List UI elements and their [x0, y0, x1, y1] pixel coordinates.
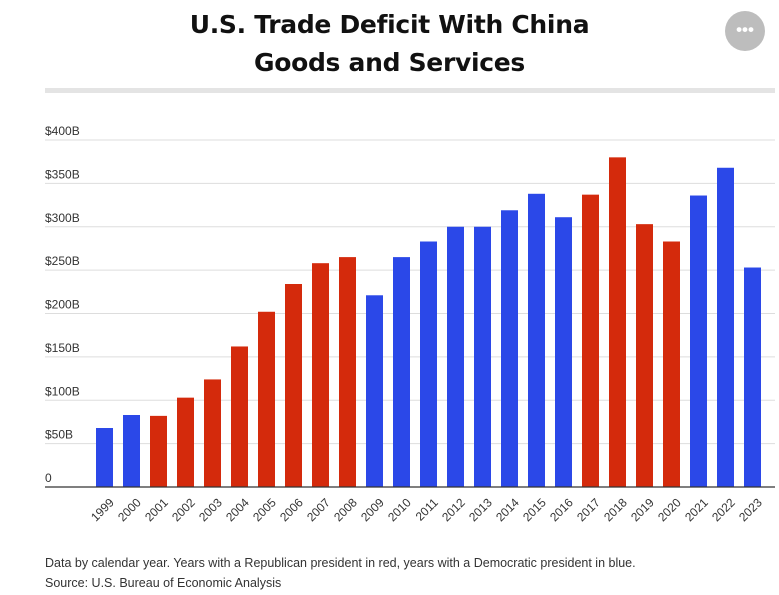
- header-divider: [45, 88, 775, 93]
- x-tick-label: 2022: [709, 495, 738, 524]
- x-tick-label: 2013: [466, 495, 495, 524]
- x-tick-label: 2007: [304, 495, 333, 524]
- y-tick-label: $250B: [45, 254, 80, 268]
- bar-2018: [609, 157, 626, 487]
- bar-2002: [177, 397, 194, 487]
- bar-2013: [474, 226, 491, 487]
- bar-2021: [690, 195, 707, 487]
- x-tick-label: 2008: [331, 495, 360, 524]
- source-text: Source: U.S. Bureau of Economic Analysis: [45, 576, 282, 590]
- x-tick-label: 1999: [88, 495, 117, 524]
- more-options-icon: •••: [736, 20, 754, 39]
- chart-title: U.S. Trade Deficit With China Goods and …: [0, 6, 779, 82]
- bar-2006: [285, 284, 302, 487]
- x-tick-label: 2020: [655, 495, 684, 524]
- y-tick-label: $150B: [45, 341, 80, 355]
- x-tick-label: 2002: [169, 495, 198, 524]
- bar-2008: [339, 257, 356, 487]
- x-tick-label: 2009: [358, 495, 387, 524]
- chart-title-line-1: U.S. Trade Deficit With China: [189, 10, 590, 39]
- chart-title-line-2: Goods and Services: [253, 48, 526, 77]
- x-tick-label: 2021: [682, 495, 711, 524]
- bar-2011: [420, 241, 437, 487]
- y-tick-label: $100B: [45, 384, 80, 398]
- x-tick-label: 2006: [277, 495, 306, 524]
- x-tick-label: 2004: [223, 495, 252, 524]
- bar-2001: [150, 415, 167, 487]
- bar-2014: [501, 210, 518, 487]
- y-tick-label: 0: [45, 471, 52, 485]
- x-axis-tick-labels: 1999200020012002200320042005200620072008…: [88, 495, 765, 524]
- y-tick-label: $350B: [45, 167, 80, 181]
- x-tick-label: 2000: [115, 495, 144, 524]
- y-tick-label: $50B: [45, 428, 73, 442]
- more-options-button[interactable]: •••: [725, 11, 765, 51]
- bars: [96, 157, 761, 488]
- x-tick-label: 2001: [142, 495, 171, 524]
- x-tick-label: 2019: [628, 495, 657, 524]
- bar-2019: [636, 224, 653, 487]
- bar-2017: [582, 194, 599, 487]
- bar-2022: [717, 167, 734, 487]
- x-tick-label: 2015: [520, 495, 549, 524]
- x-tick-label: 2023: [736, 495, 765, 524]
- bar-2007: [312, 263, 329, 487]
- x-tick-label: 2010: [385, 495, 414, 524]
- y-tick-label: $300B: [45, 211, 80, 225]
- bar-2003: [204, 379, 221, 487]
- bar-2009: [366, 295, 383, 487]
- y-tick-label: $200B: [45, 298, 80, 312]
- footnote-text: Data by calendar year. Years with a Repu…: [45, 556, 636, 570]
- bar-2012: [447, 226, 464, 487]
- bar-2020: [663, 241, 680, 487]
- bar-2004: [231, 346, 248, 487]
- bar-2023: [744, 267, 761, 487]
- y-tick-label: $400B: [45, 124, 80, 138]
- x-tick-label: 2014: [493, 495, 522, 524]
- bar-1999: [96, 428, 113, 487]
- x-tick-label: 2003: [196, 495, 225, 524]
- bar-2015: [528, 193, 545, 488]
- y-axis-tick-labels: 0 $50B $100B $150B $200B $250B $300B $350B $400B: [45, 124, 80, 485]
- x-tick-label: 2017: [574, 495, 603, 524]
- bar-2005: [258, 311, 275, 487]
- x-tick-label: 2011: [413, 495, 441, 523]
- bar-2016: [555, 217, 572, 487]
- x-tick-label: 2016: [547, 495, 576, 524]
- x-tick-label: 2005: [250, 495, 279, 524]
- bar-2000: [123, 415, 140, 487]
- bar-2010: [393, 257, 410, 487]
- x-tick-label: 2018: [601, 495, 630, 524]
- x-tick-label: 2012: [439, 495, 468, 524]
